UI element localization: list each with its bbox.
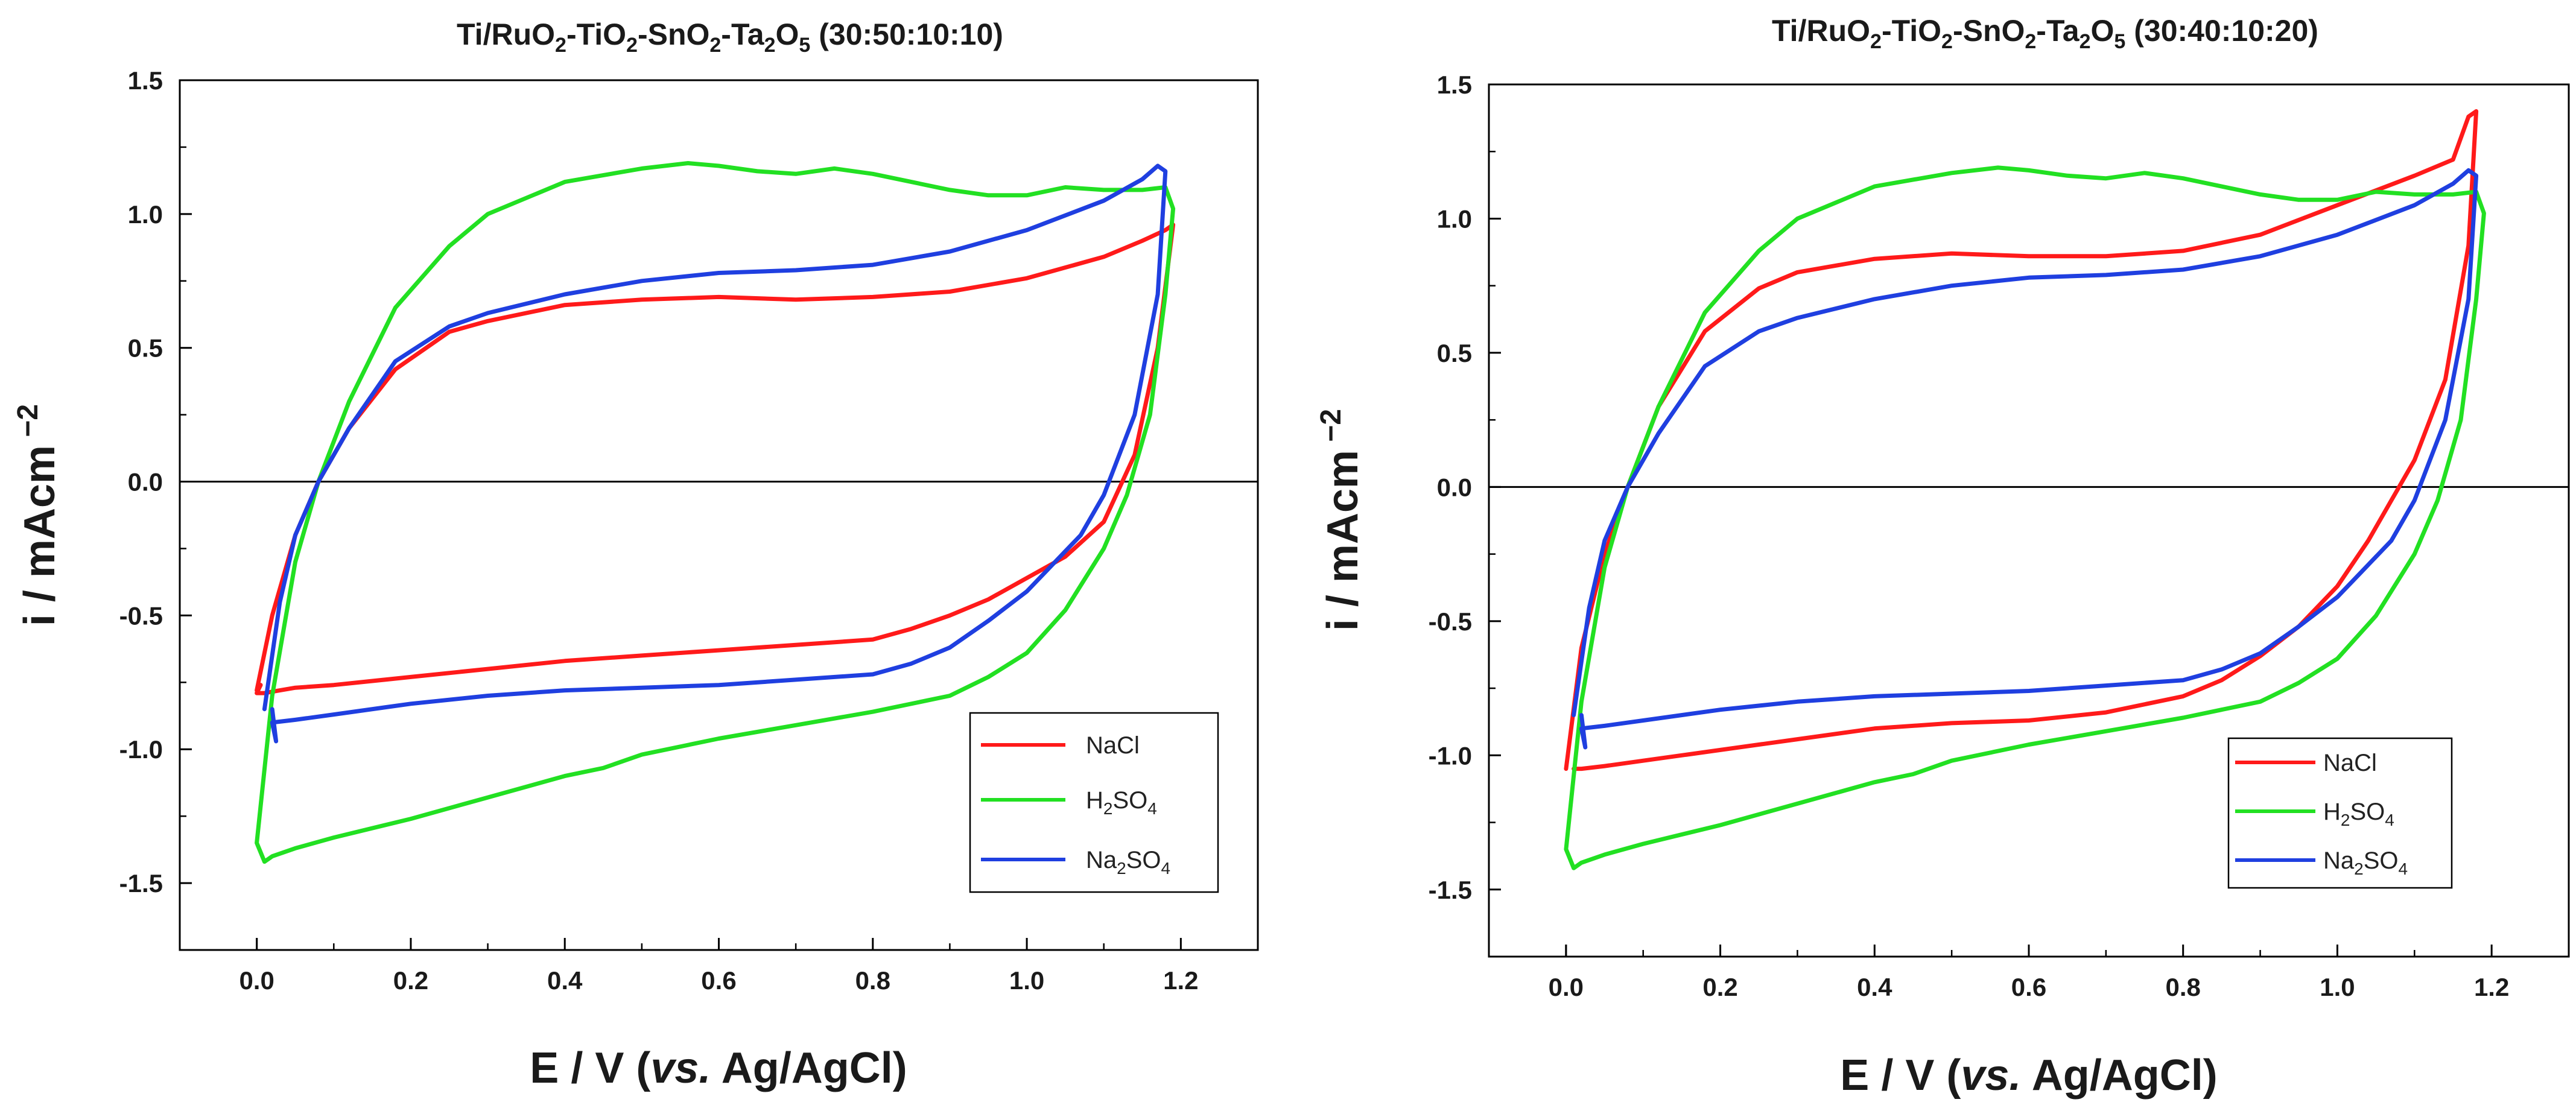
right-panel: Ti/RuO2-TiO2-SnO2-Ta2O5 (30:40:10:20) 0.… — [1315, 14, 2570, 1100]
x-axis-ticks: 0.0 0.2 0.4 0.6 0.8 1.0 1.2 — [1549, 945, 2570, 1001]
y-tick-label: -0.5 — [1429, 607, 1472, 636]
x-axis-label: E / V (vs. Ag/AgCl) — [530, 1044, 907, 1092]
x-tick-label: 0.8 — [2166, 973, 2201, 1001]
y-tick-label: -1.5 — [1429, 876, 1472, 904]
x-tick-label: 0.4 — [1857, 973, 1892, 1001]
y-tick-label: 1.0 — [128, 200, 163, 229]
y-axis-label: i / mAcm −2 — [12, 404, 64, 626]
chart-title: Ti/RuO2-TiO2-SnO2-Ta2O5 (30:40:10:20) — [1772, 14, 2318, 53]
x-tick-label: 0.4 — [547, 966, 583, 995]
y-axis-ticks: 1.5 1.0 0.5 0.0 -0.5 -1.0 -1.5 — [1429, 71, 1501, 904]
x-axis-label: E / V (vs. Ag/AgCl) — [1840, 1051, 2217, 1100]
series-nacl — [255, 223, 1176, 695]
y-tick-label: -1.0 — [119, 735, 163, 764]
curves — [1564, 109, 2486, 870]
chart-title: Ti/RuO2-TiO2-SnO2-Ta2O5 (30:50:10:10) — [457, 17, 1003, 57]
x-tick-label: 1.0 — [1009, 966, 1044, 995]
series-h2so4 — [1564, 165, 2486, 870]
x-tick-label: 0.8 — [855, 966, 890, 995]
y-tick-label: -1.0 — [1429, 741, 1472, 770]
legend-label-nacl: NaCl — [2323, 750, 2377, 776]
legend-label-na2so4: Na2SO4 — [2323, 847, 2408, 878]
x-tick-label: 1.2 — [2474, 973, 2509, 1001]
legend: NaCl H2SO4 Na2SO4 — [2227, 737, 2453, 889]
legend-label-h2so4: H2SO4 — [2323, 799, 2394, 829]
y-tick-label: 0.5 — [1437, 339, 1472, 367]
y-tick-label: 0.0 — [128, 468, 163, 496]
y-tick-label: 1.5 — [128, 66, 163, 95]
x-tick-label: 0.0 — [239, 966, 274, 995]
legend-box — [969, 712, 1219, 893]
series-na2so4 — [262, 163, 1168, 744]
x-tick-label: 0.6 — [701, 966, 736, 995]
x-axis-ticks: 0.0 0.2 0.4 0.6 0.8 1.0 1.2 — [239, 938, 1259, 995]
x-tick-label: 1.2 — [1163, 966, 1198, 995]
y-tick-label: 0.0 — [1437, 473, 1472, 501]
y-tick-label: -1.5 — [119, 869, 163, 897]
y-tick-label: 1.0 — [1437, 204, 1472, 233]
x-tick-label: 0.2 — [393, 966, 428, 995]
curves — [255, 161, 1176, 864]
y-axis-label: i / mAcm −2 — [1315, 409, 1367, 631]
y-tick-label: -0.5 — [119, 601, 163, 630]
x-tick-label: 1.0 — [2320, 973, 2355, 1001]
legend-label-nacl: NaCl — [1086, 732, 1140, 759]
y-tick-label: 0.5 — [128, 334, 163, 362]
legend-label-h2so4: H2SO4 — [1086, 787, 1157, 818]
left-panel: Ti/RuO2-TiO2-SnO2-Ta2O5 (30:50:10:10) 0.… — [12, 17, 1259, 1092]
x-tick-label: 0.6 — [2011, 973, 2046, 1001]
series-h2so4 — [255, 161, 1176, 864]
x-tick-label: 0.2 — [1702, 973, 1737, 1001]
series-nacl — [1564, 109, 2479, 771]
x-tick-label: 0.0 — [1549, 973, 1584, 1001]
legend-label-na2so4: Na2SO4 — [1086, 847, 1170, 878]
legend: NaCl H2SO4 Na2SO4 — [969, 712, 1219, 893]
y-axis-ticks: 1.5 1.0 0.5 0.0 -0.5 -1.0 -1.5 — [119, 66, 192, 897]
y-tick-label: 1.5 — [1437, 71, 1472, 99]
series-na2so4 — [1572, 168, 2479, 750]
